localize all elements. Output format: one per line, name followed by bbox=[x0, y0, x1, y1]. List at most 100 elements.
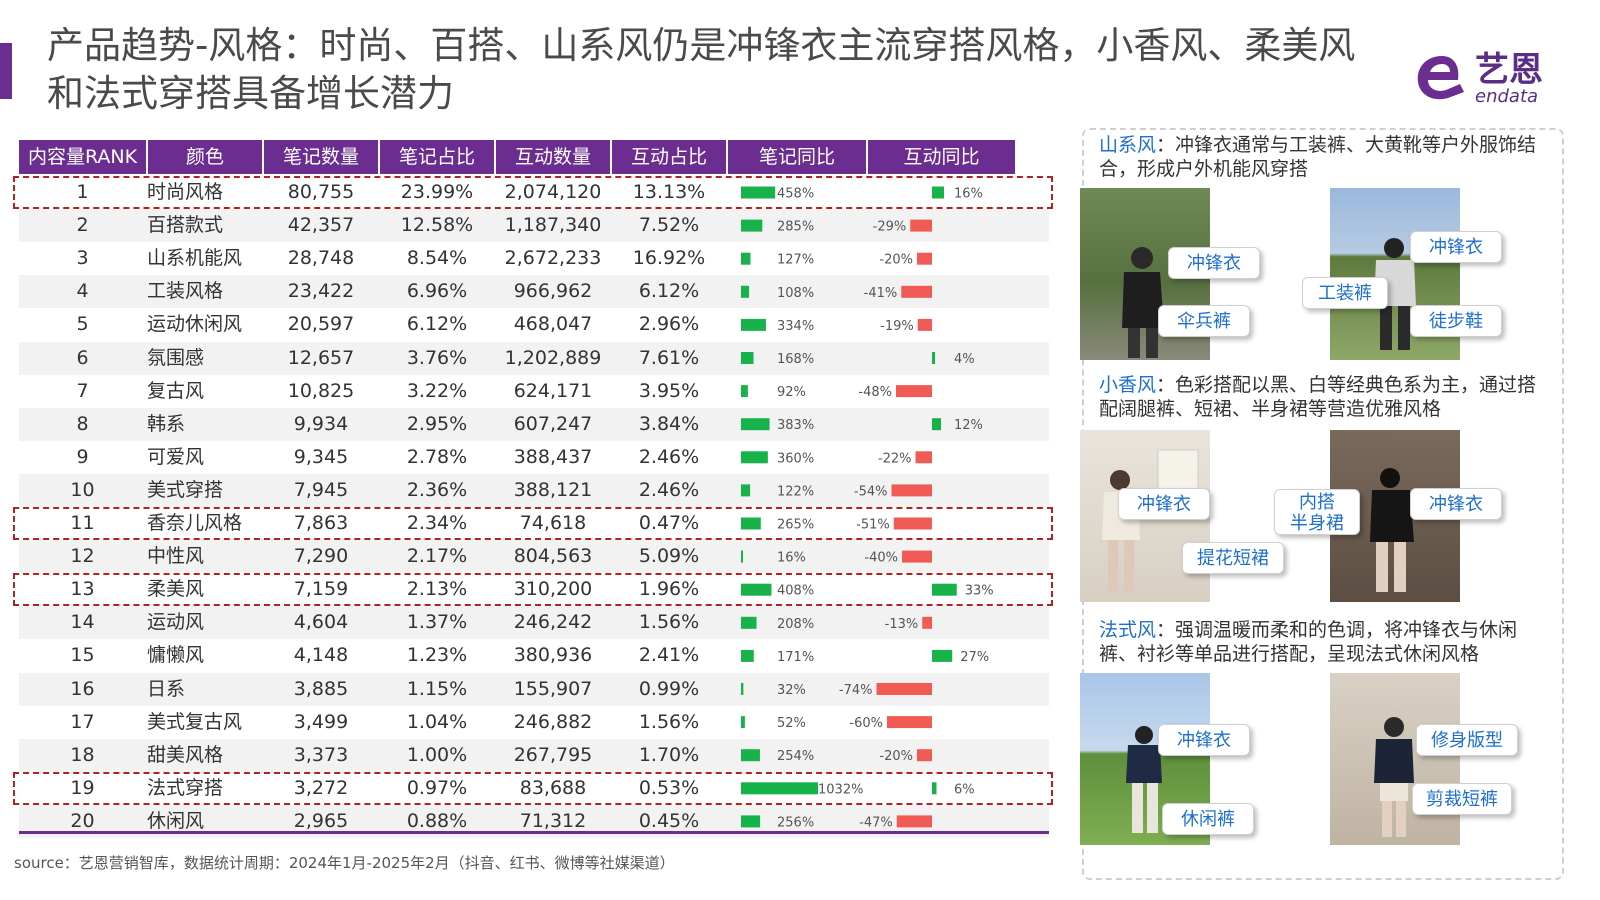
section-mountain-key: 山系风 bbox=[1099, 134, 1157, 156]
callout-casual-pants: 休闲裤 bbox=[1162, 803, 1254, 835]
person-figure-icon bbox=[1122, 247, 1164, 358]
note-yoy-bar bbox=[741, 252, 751, 265]
note-yoy-label: 1032% bbox=[818, 782, 863, 797]
header-note-yoy: 笔记同比 bbox=[728, 140, 866, 174]
highlight-frame bbox=[13, 176, 1053, 209]
table-row: 12 中性风 7,290 2.17% 804,563 5.09% bbox=[19, 540, 1049, 574]
interaction-yoy-bar bbox=[932, 352, 935, 364]
cell-rank: 1 bbox=[76, 181, 89, 203]
cell-note-share: 6.12% bbox=[406, 313, 468, 336]
cell-interaction-share: 0.45% bbox=[638, 809, 700, 832]
cell-interaction-share: 1.56% bbox=[638, 710, 700, 733]
highlight-frame bbox=[13, 573, 1053, 607]
cell-style-name: 法式穿搭 bbox=[147, 776, 224, 799]
interaction-yoy-label: -60% bbox=[849, 716, 883, 731]
note-yoy-bar bbox=[741, 683, 744, 695]
header-interaction-count: 互动数量 bbox=[496, 140, 610, 174]
table-row: 14 运动风 4,604 1.37% 246,242 1.56% bbox=[19, 606, 1049, 640]
page-title: 产品趋势-风格：时尚、百搭、山系风仍是冲锋衣主流穿搭风格，小香风、柔美风和法式穿… bbox=[47, 24, 1356, 115]
table-row: 2 百搭款式 42,357 12.58% 1,187,340 7.52% bbox=[19, 209, 1049, 243]
table-row: 16 日系 3,885 1.15% 155,907 0.99% bbox=[19, 672, 1049, 706]
callout-jacquard-skirt: 提花短裙 bbox=[1182, 542, 1284, 574]
note-yoy-label: 458% bbox=[777, 187, 814, 202]
cell-interaction-count: 71,312 bbox=[519, 809, 587, 832]
interaction-yoy-label: -47% bbox=[859, 815, 893, 830]
cell-interaction-share: 7.61% bbox=[638, 346, 700, 369]
interaction-yoy-bar bbox=[917, 318, 932, 331]
cell-style-name: 甜美风格 bbox=[147, 743, 224, 766]
note-yoy-bar bbox=[741, 385, 748, 398]
note-yoy-bar bbox=[741, 583, 772, 596]
interaction-yoy-bar bbox=[910, 219, 932, 232]
logo-en-text: endata bbox=[1475, 86, 1539, 107]
cell-style-name: 时尚风格 bbox=[147, 181, 224, 203]
table-row: 13 柔美风 7,159 2.13% 310,200 1.96% bbox=[19, 573, 1049, 606]
note-yoy-bar bbox=[741, 649, 754, 662]
table-row: 8 韩系 9,934 2.95% 607,247 3.84% bbox=[19, 407, 1049, 441]
cell-note-count: 12,657 bbox=[287, 346, 355, 369]
cell-interaction-share: 13.13% bbox=[632, 181, 706, 203]
cell-style-name: 慵懒风 bbox=[147, 644, 205, 667]
cell-interaction-count: 1,187,340 bbox=[504, 214, 602, 237]
interaction-yoy-label: -20% bbox=[879, 253, 913, 268]
cell-note-share: 1.04% bbox=[406, 710, 468, 733]
cell-rank: 2 bbox=[76, 214, 89, 237]
cell-rank: 3 bbox=[76, 247, 89, 270]
interaction-yoy-bar bbox=[932, 782, 937, 795]
cell-interaction-share: 1.56% bbox=[638, 611, 700, 634]
cell-rank: 12 bbox=[70, 545, 95, 568]
cell-rank: 5 bbox=[76, 313, 89, 336]
cell-interaction-count: 267,795 bbox=[513, 743, 593, 766]
section-mountain-desc: ：冲锋衣通常与工装裤、大黄靴等户外服饰结合，形成户外机能风穿搭 bbox=[1099, 134, 1537, 180]
cell-note-share: 2.36% bbox=[406, 478, 468, 501]
section-chanel-key: 小香风 bbox=[1099, 374, 1157, 396]
cell-note-count: 7,290 bbox=[293, 545, 349, 568]
cell-note-share: 1.37% bbox=[406, 611, 468, 634]
note-yoy-bar bbox=[741, 716, 745, 729]
interaction-yoy-label: 16% bbox=[954, 187, 983, 202]
header-interaction-share: 互动占比 bbox=[612, 140, 726, 174]
interaction-yoy-bar bbox=[922, 616, 932, 629]
cell-note-share: 6.96% bbox=[406, 280, 468, 303]
cell-interaction-share: 7.52% bbox=[638, 214, 700, 237]
interaction-yoy-label: -13% bbox=[885, 617, 919, 632]
cell-note-count: 4,604 bbox=[293, 611, 349, 634]
cell-note-count: 2,965 bbox=[293, 809, 349, 832]
header-style: 颜色 bbox=[148, 140, 262, 174]
person-figure-icon bbox=[1126, 726, 1162, 833]
cell-note-count: 7,863 bbox=[293, 512, 349, 534]
cell-interaction-count: 624,171 bbox=[513, 379, 593, 402]
cell-rank: 7 bbox=[76, 379, 89, 402]
cell-note-count: 10,825 bbox=[287, 379, 355, 402]
note-yoy-label: 171% bbox=[777, 650, 814, 665]
cell-rank: 10 bbox=[70, 478, 95, 501]
table-row: 11 香奈儿风格 7,863 2.34% 74,618 0.47% bbox=[19, 507, 1049, 540]
interaction-yoy-bar bbox=[896, 815, 932, 828]
cell-style-name: 复古风 bbox=[147, 379, 205, 402]
table-row: 3 山系机能风 28,748 8.54% 2,672,233 16.92% bbox=[19, 242, 1049, 275]
cell-note-share: 1.23% bbox=[406, 644, 468, 667]
cell-style-name: 香奈儿风格 bbox=[147, 512, 243, 534]
cell-interaction-share: 1.96% bbox=[638, 578, 700, 601]
section-chanel-desc: ：色彩搭配以黑、白等经典色系为主，通过搭配阔腿裤、短裙、半身裙等营造优雅风格 bbox=[1099, 374, 1537, 420]
header-note-count: 笔记数量 bbox=[264, 140, 378, 174]
interaction-yoy-label: -19% bbox=[880, 319, 914, 334]
cell-style-name: 日系 bbox=[147, 677, 186, 700]
interaction-yoy-bar bbox=[902, 550, 932, 563]
interaction-yoy-label: 12% bbox=[954, 418, 983, 433]
cell-note-count: 23,422 bbox=[287, 280, 355, 303]
callout-cargo-pants: 工装裤 bbox=[1302, 277, 1388, 309]
cell-interaction-share: 6.12% bbox=[638, 280, 700, 303]
cell-style-name: 工装风格 bbox=[147, 280, 224, 303]
cell-note-share: 3.22% bbox=[406, 379, 468, 402]
callout-jacket: 冲锋衣 bbox=[1410, 488, 1502, 520]
note-yoy-label: 334% bbox=[777, 319, 814, 334]
cell-note-count: 3,373 bbox=[293, 743, 349, 766]
note-yoy-bar bbox=[741, 318, 766, 331]
endata-logo: 艺恩 endata bbox=[1412, 50, 1572, 110]
cell-interaction-count: 966,962 bbox=[513, 280, 593, 303]
table-row: 19 法式穿搭 3,272 0.97% 83,688 0.53% bbox=[19, 772, 1049, 805]
section-french-desc: ：强调温暖而柔和的色调，将冲锋衣与休闲裤、衬衫等单品进行搭配，呈现法式休闲风格 bbox=[1099, 619, 1518, 665]
cell-interaction-count: 2,672,233 bbox=[504, 247, 602, 270]
interaction-yoy-label: -48% bbox=[858, 385, 892, 400]
